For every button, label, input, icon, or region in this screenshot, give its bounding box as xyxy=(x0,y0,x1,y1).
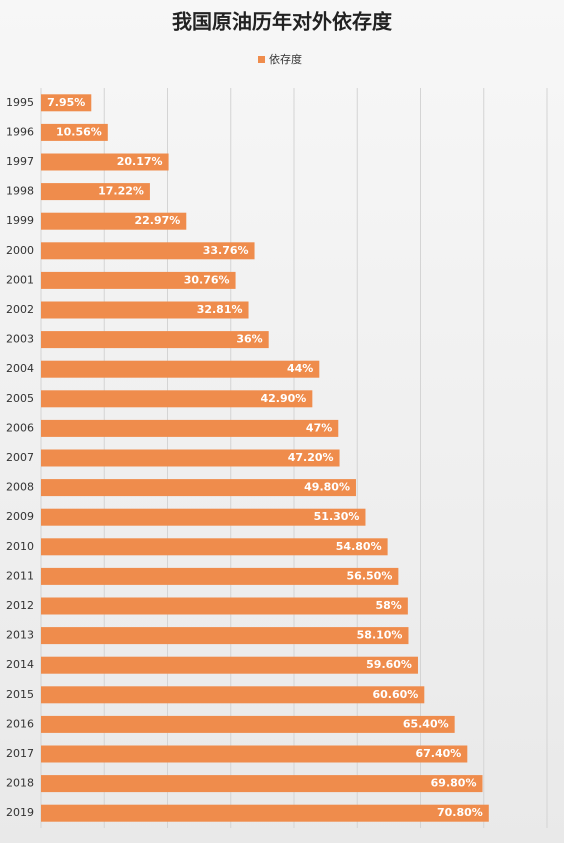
y-tick-label: 1997 xyxy=(6,155,34,168)
chart-title: 我国原油历年对外依存度 xyxy=(172,10,393,34)
y-tick-label: 2012 xyxy=(6,599,34,612)
data-label: 69.80% xyxy=(431,777,477,790)
y-tick-label: 2004 xyxy=(6,362,34,375)
y-tick-label: 2002 xyxy=(6,303,34,316)
data-label: 59.60% xyxy=(366,658,412,671)
bar xyxy=(41,538,388,556)
bar xyxy=(41,390,313,408)
bar xyxy=(41,212,187,230)
y-tick-label: 2019 xyxy=(6,806,34,819)
y-tick-label: 2000 xyxy=(6,244,34,257)
y-tick-label: 1996 xyxy=(6,125,34,138)
legend-label: 依存度 xyxy=(269,52,302,66)
bar xyxy=(41,745,468,763)
data-label: 58% xyxy=(376,599,402,612)
bar xyxy=(41,242,255,260)
data-label: 67.40% xyxy=(415,747,461,760)
y-tick-label: 2001 xyxy=(6,273,34,286)
bar xyxy=(41,567,399,585)
y-tick-label: 2015 xyxy=(6,688,34,701)
legend-swatch xyxy=(258,56,265,63)
data-label: 36% xyxy=(236,333,262,346)
y-tick-label: 2006 xyxy=(6,421,34,434)
data-label: 56.50% xyxy=(347,569,393,582)
data-label: 42.90% xyxy=(261,392,307,405)
data-label: 51.30% xyxy=(314,510,360,523)
data-label: 33.76% xyxy=(203,244,249,257)
bar xyxy=(41,686,425,704)
bar xyxy=(41,656,418,674)
data-label: 54.80% xyxy=(336,540,382,553)
y-tick-label: 2007 xyxy=(6,451,34,464)
data-label: 32.81% xyxy=(197,303,243,316)
bar xyxy=(41,183,150,201)
bar xyxy=(41,804,489,822)
y-tick-label: 1999 xyxy=(6,214,34,227)
bar xyxy=(41,153,169,171)
data-label: 70.80% xyxy=(437,806,483,819)
y-tick-label: 2009 xyxy=(6,510,34,523)
data-label: 20.17% xyxy=(117,155,163,168)
bar xyxy=(41,449,340,467)
bar xyxy=(41,301,249,319)
bar xyxy=(41,271,236,289)
y-tick-label: 2016 xyxy=(6,717,34,730)
bar xyxy=(41,597,408,615)
bar xyxy=(41,419,339,437)
bar xyxy=(41,123,108,141)
data-label: 58.10% xyxy=(357,629,403,642)
y-tick-label: 2014 xyxy=(6,658,34,671)
bar xyxy=(41,775,483,793)
y-tick-label: 2003 xyxy=(6,333,34,346)
bar xyxy=(41,508,366,526)
data-label: 44% xyxy=(287,362,313,375)
data-label: 47% xyxy=(306,421,332,434)
data-label: 49.80% xyxy=(304,481,350,494)
y-tick-label: 2018 xyxy=(6,777,34,790)
bar xyxy=(41,331,269,349)
y-tick-label: 2008 xyxy=(6,481,34,494)
data-label: 17.22% xyxy=(98,185,144,198)
y-tick-label: 2005 xyxy=(6,392,34,405)
data-label: 60.60% xyxy=(372,688,418,701)
data-label: 22.97% xyxy=(134,214,180,227)
data-label: 10.56% xyxy=(56,125,102,138)
y-tick-label: 2013 xyxy=(6,629,34,642)
bar xyxy=(41,360,320,378)
bar xyxy=(41,479,356,497)
bar xyxy=(41,94,92,112)
data-label: 7.95% xyxy=(47,96,85,109)
y-tick-label: 2011 xyxy=(6,569,34,582)
data-label: 47.20% xyxy=(288,451,334,464)
y-tick-label: 2010 xyxy=(6,540,34,553)
y-tick-label: 1998 xyxy=(6,185,34,198)
y-tick-label: 1995 xyxy=(6,96,34,109)
data-label: 30.76% xyxy=(184,273,230,286)
y-tick-label: 2017 xyxy=(6,747,34,760)
bar xyxy=(41,715,455,733)
data-label: 65.40% xyxy=(403,717,449,730)
bar xyxy=(41,627,409,645)
